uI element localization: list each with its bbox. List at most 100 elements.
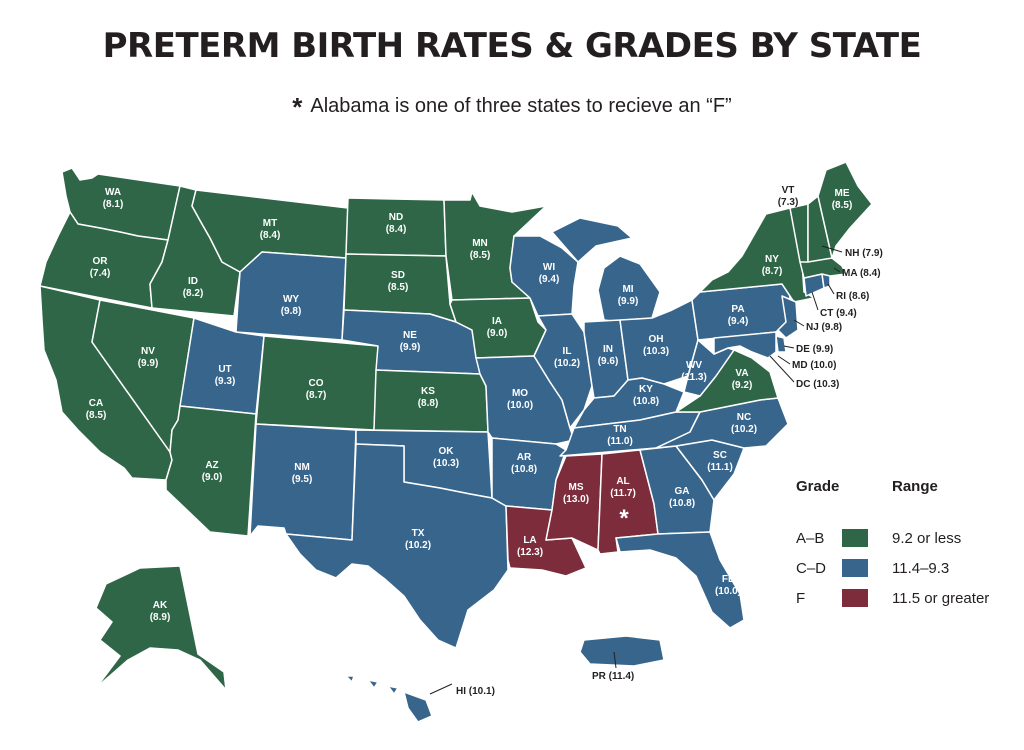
label-NM-abbr: NM: [294, 462, 310, 473]
callout-MD: MD (10.0): [792, 360, 836, 371]
state-DE: [775, 335, 787, 353]
label-ME-rate: (8.5): [832, 200, 853, 211]
callout-HI: HI (10.1): [456, 686, 495, 697]
territory-PR: [579, 635, 665, 667]
legend-swatch-f: [842, 589, 868, 607]
legend-range-cd: 11.4–9.3: [892, 560, 950, 577]
label-MI-abbr: MI: [622, 284, 633, 295]
callout-DE: DE (9.9): [796, 344, 833, 355]
leader-NH: [821, 245, 843, 253]
label-TX-abbr: TX: [412, 528, 425, 539]
label-TX-rate: (10.2): [405, 540, 431, 551]
legend-grade-f: F: [796, 590, 806, 607]
legend-swatch-ab: [842, 529, 868, 547]
legend-range-f: 11.5 or greater: [892, 590, 990, 607]
label-UT-rate: (9.3): [215, 376, 236, 387]
label-IA-abbr: IA: [492, 316, 502, 327]
leader-DE: [783, 345, 795, 349]
label-CA-abbr: CA: [89, 398, 103, 409]
legend-swatch-cd: [842, 559, 868, 577]
state-KY: [573, 377, 685, 429]
label-ND-rate: (8.4): [386, 224, 407, 235]
label-WA-abbr: WA: [105, 187, 121, 198]
page-title: PRETERM BIRTH RATES & GRADES BY STATE: [102, 26, 922, 66]
state-TX: [285, 443, 509, 649]
leader-NJ: [793, 319, 805, 327]
label-SD-rate: (8.5): [388, 282, 409, 293]
leader-HI: [429, 683, 453, 695]
label-NY-abbr: NY: [765, 254, 779, 265]
label-MT-rate: (8.4): [260, 230, 281, 241]
label-MO-abbr: MO: [512, 388, 528, 399]
legend-range-header: Range: [892, 478, 938, 495]
label-PA-abbr: PA: [731, 304, 744, 315]
label-WY-rate: (9.8): [281, 306, 302, 317]
label-IN-abbr: IN: [603, 344, 613, 355]
leader-PR: [613, 651, 617, 669]
label-FL-abbr: FL: [722, 574, 734, 585]
state-NJ: [777, 295, 799, 339]
label-ME-abbr: ME: [835, 188, 850, 199]
label-ID-abbr: ID: [188, 276, 198, 287]
legend: Grade Range A–B 9.2 or less C–D 11.4–9.3…: [790, 478, 1010, 618]
leader-DC: [769, 355, 795, 383]
label-OK-rate: (10.3): [433, 458, 459, 469]
callout-RI: RI (8.6): [836, 291, 869, 302]
label-OK-abbr: OK: [439, 446, 455, 457]
state-HI: [345, 675, 433, 723]
alabama-star-marker: *: [619, 505, 629, 532]
label-VT-abbr: VT: [782, 185, 795, 196]
legend-row-cd: C–D 11.4–9.3: [790, 558, 1010, 580]
label-WY-abbr: WY: [283, 294, 299, 305]
label-SD-abbr: SD: [391, 270, 405, 281]
legend-grade-ab: A–B: [796, 530, 825, 547]
label-OR-rate: (7.4): [90, 268, 111, 279]
state-AZ: [165, 405, 257, 537]
state-MA: [799, 257, 847, 279]
leader-MD: [777, 355, 791, 365]
label-VA-rate: (9.2): [732, 380, 753, 391]
label-AZ-rate: (9.0): [202, 472, 223, 483]
label-OH-rate: (10.3): [643, 346, 669, 357]
leader-MA: [833, 267, 841, 273]
label-MO-rate: (10.0): [507, 400, 533, 411]
label-IN-rate: (9.6): [598, 356, 619, 367]
label-KY-rate: (10.8): [633, 396, 659, 407]
label-CO-rate: (8.7): [306, 390, 327, 401]
state-IL: [533, 313, 593, 429]
label-CA-rate: (8.5): [86, 410, 107, 421]
label-SC-abbr: SC: [713, 450, 727, 461]
label-NM-rate: (9.5): [292, 474, 313, 485]
state-WV: [683, 339, 735, 397]
label-VT-rate: (7.3): [778, 197, 799, 208]
leader-CT: [811, 291, 819, 311]
legend-row-f: F 11.5 or greater: [790, 588, 1010, 610]
state-FL: [615, 531, 745, 629]
label-MS-abbr: MS: [569, 482, 584, 493]
label-AL-rate: (11.7): [610, 488, 636, 499]
label-NE-abbr: NE: [403, 330, 417, 341]
label-AK-rate: (8.9): [150, 612, 171, 623]
label-WI-abbr: WI: [543, 262, 555, 273]
label-AK-abbr: AK: [153, 600, 168, 611]
label-AZ-abbr: AZ: [205, 460, 218, 471]
label-NC-rate: (10.2): [731, 424, 757, 435]
subtitle-text: Alabama is one of three states to reciev…: [310, 95, 732, 117]
label-WV-rate: (11.3): [681, 372, 707, 383]
label-NC-abbr: NC: [737, 412, 751, 423]
label-TN-rate: (11.0): [607, 436, 633, 447]
label-GA-abbr: GA: [675, 486, 690, 497]
label-MT-abbr: MT: [263, 218, 277, 229]
state-WY: [235, 251, 347, 341]
callout-NH: NH (7.9): [845, 248, 883, 259]
label-MI-rate: (9.9): [618, 296, 639, 307]
label-AR-rate: (10.8): [511, 464, 537, 475]
label-NV-abbr: NV: [141, 346, 155, 357]
state-MD: [713, 331, 777, 359]
label-CO-abbr: CO: [309, 378, 324, 389]
label-OR-abbr: OR: [93, 256, 109, 267]
label-WV-abbr: WV: [686, 360, 702, 371]
label-NY-rate: (8.7): [762, 266, 783, 277]
label-MN-abbr: MN: [472, 238, 488, 249]
